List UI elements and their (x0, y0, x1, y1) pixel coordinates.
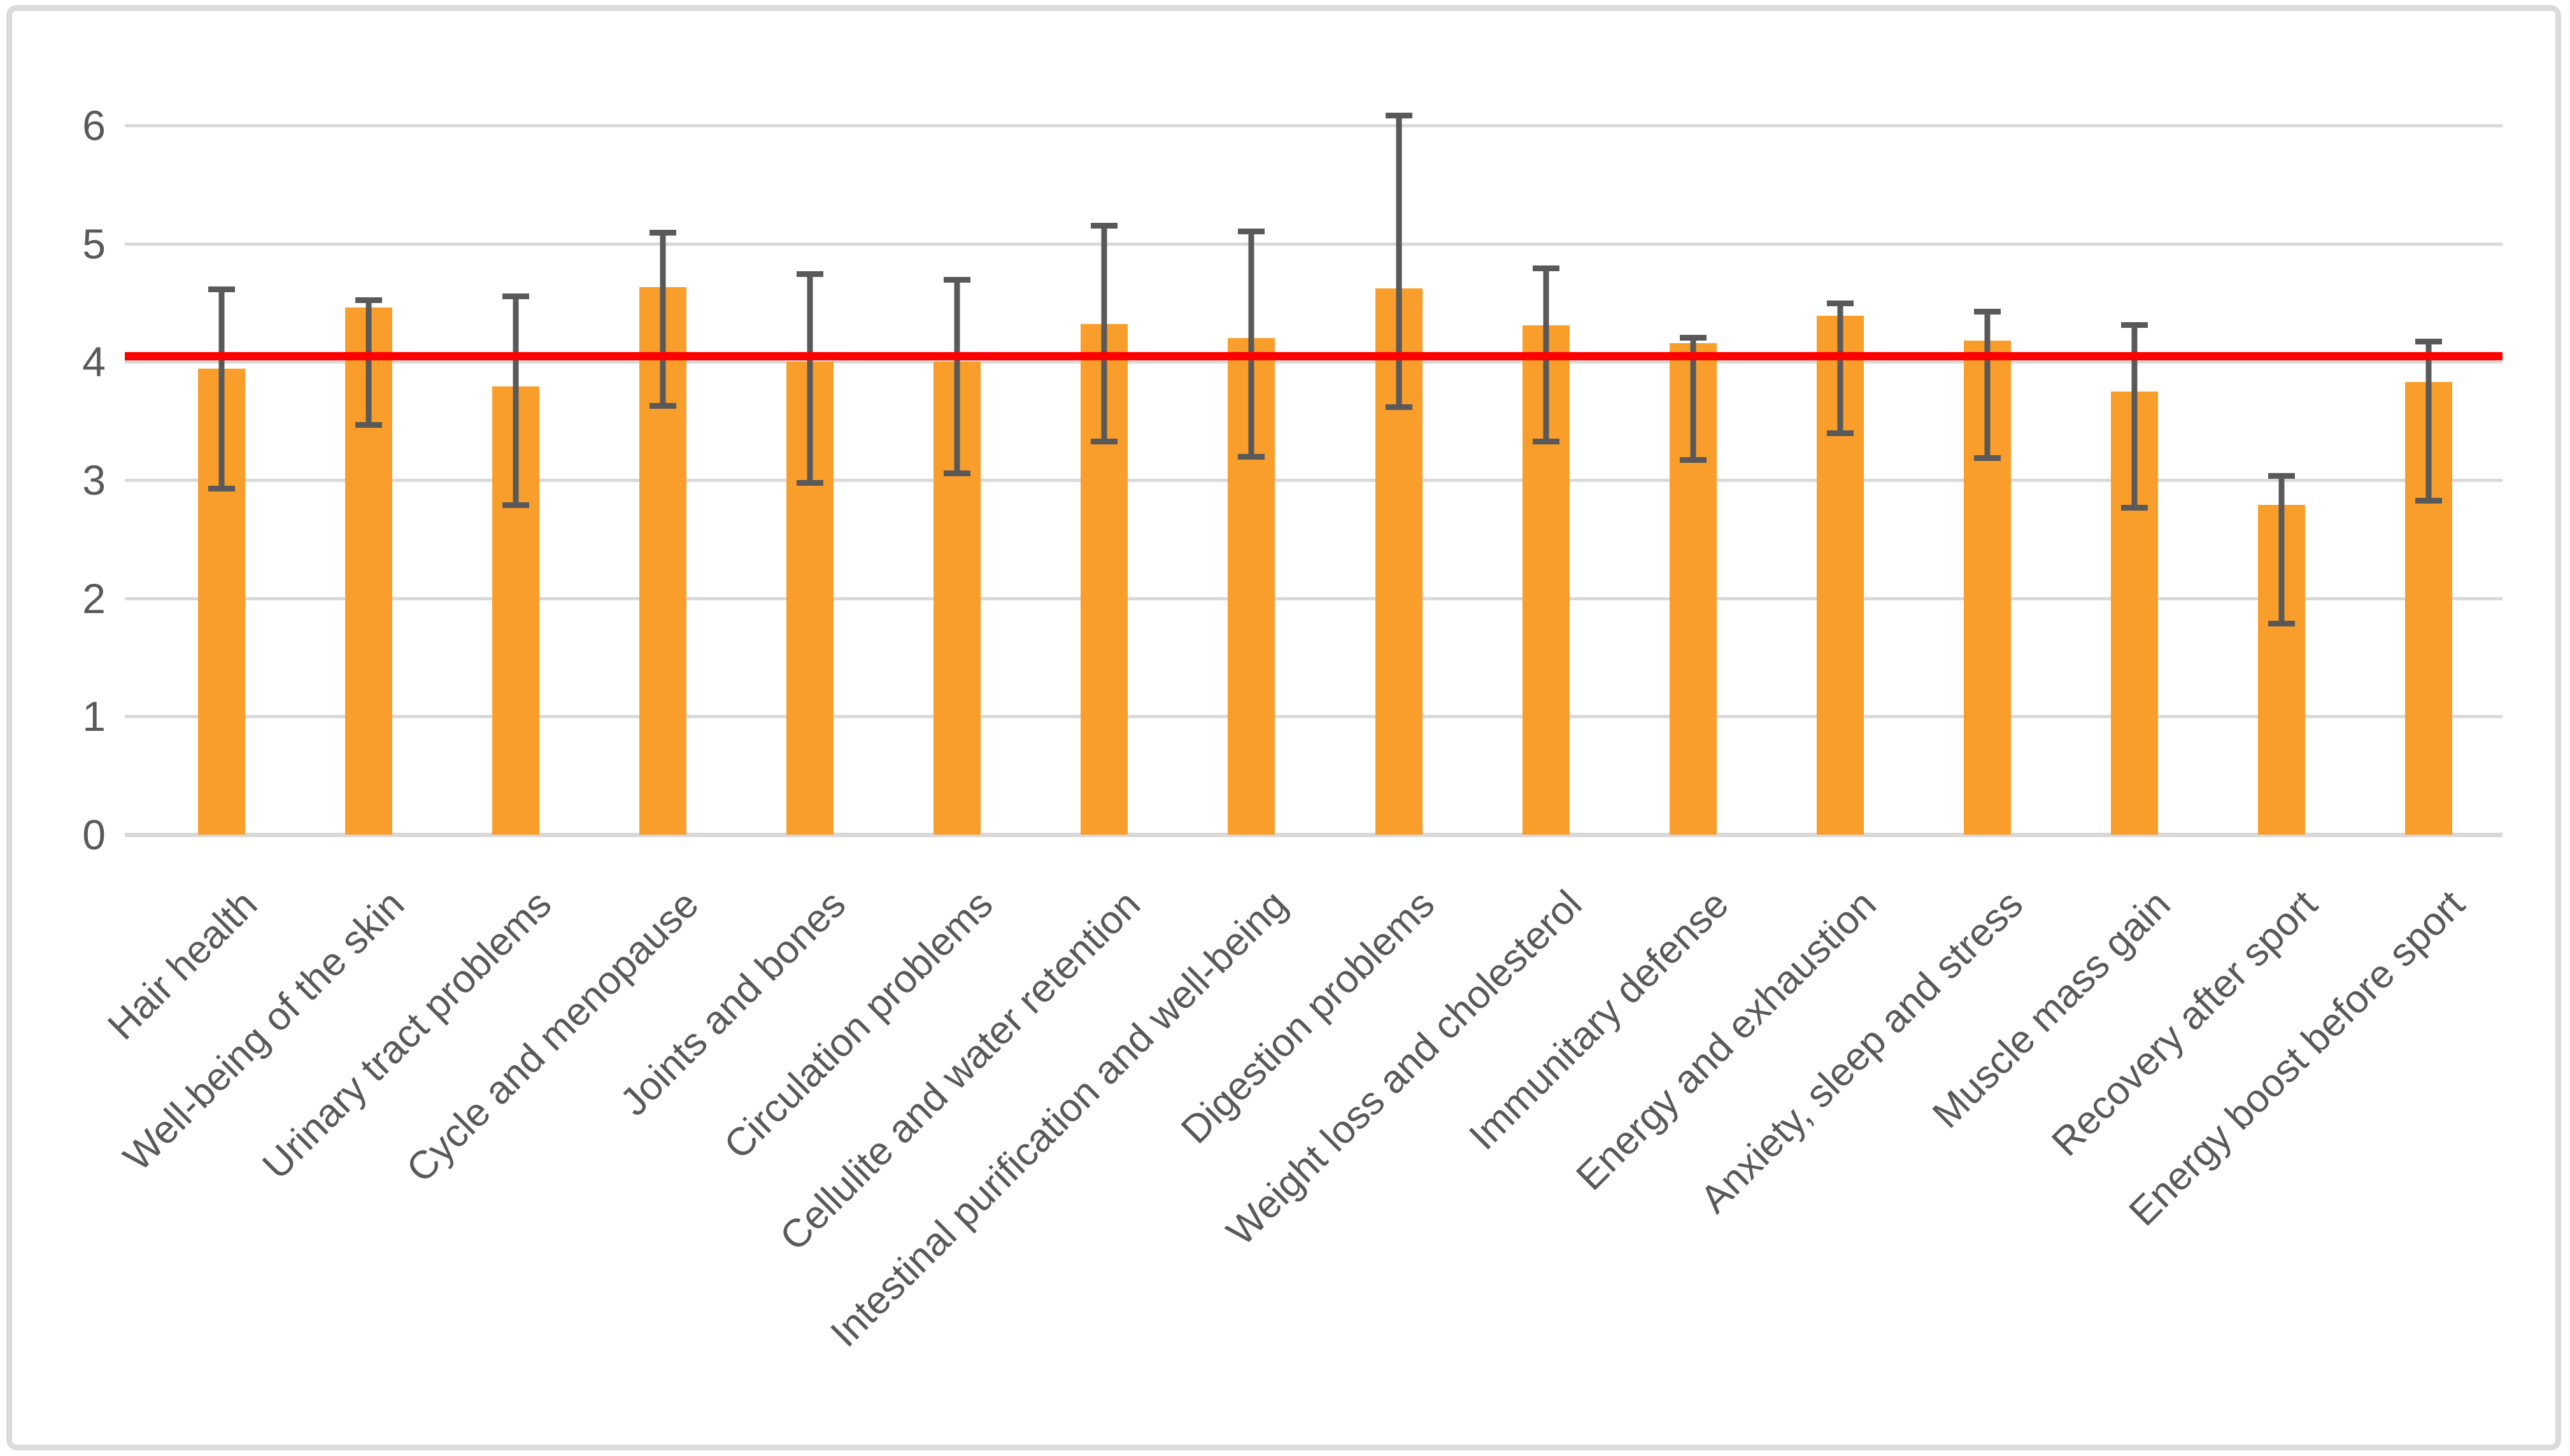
error-bar-cap-bottom (2415, 497, 2443, 504)
bar-column (737, 125, 884, 835)
y-tick-label-5: 5 (82, 220, 106, 267)
error-bar-cap-bottom (208, 486, 235, 491)
bar-column (884, 125, 1031, 835)
y-tick-label-4: 4 (82, 338, 106, 386)
y-tick-label-2: 2 (82, 574, 106, 622)
bar-column (295, 125, 442, 835)
error-bar-cap-top (1385, 113, 1412, 119)
error-bar-line (2131, 325, 2138, 507)
gridline-y4 (125, 360, 2503, 364)
bar-column (442, 125, 589, 835)
error-bar-cap-bottom (797, 479, 824, 486)
error-bar-cap-top (1974, 309, 2001, 315)
error-bar-cap-top (502, 293, 529, 300)
error-bar-line (1101, 225, 1107, 441)
error-bar-cap-top (1532, 265, 1559, 271)
gridline-y1 (125, 715, 2503, 719)
gridline-y0 (125, 833, 2503, 837)
y-tick-label-6: 6 (82, 102, 106, 149)
bar-column (1766, 125, 1913, 835)
error-bar-line (2278, 476, 2285, 623)
error-bar-line (1396, 116, 1402, 407)
error-bar-cap-top (944, 277, 971, 283)
bar-series (148, 113, 2503, 835)
bar-column (1325, 113, 1472, 835)
error-bar-line (660, 232, 666, 406)
gridline-y5 (125, 242, 2503, 246)
y-tick-label-3: 3 (82, 456, 106, 504)
error-bar-line (1837, 304, 1843, 433)
bar-column (2355, 125, 2503, 835)
error-bar-line (1984, 312, 1991, 458)
error-bar-cap-bottom (944, 470, 971, 476)
error-bar-line (1690, 338, 1696, 460)
error-bar-line (513, 297, 519, 505)
reference-line (125, 352, 2503, 361)
error-bar-cap-bottom (1091, 438, 1118, 444)
error-bar-cap-bottom (1974, 455, 2001, 461)
bar-column (1914, 125, 2061, 835)
error-bar-cap-bottom (649, 403, 676, 409)
error-bar-cap-bottom (2268, 620, 2296, 626)
bar-column (2061, 125, 2208, 835)
bar-column (1031, 125, 1178, 835)
bar-column (1472, 125, 1619, 835)
y-tick-label-1: 1 (82, 693, 106, 740)
error-bar-cap-top (1238, 229, 1265, 235)
error-bar-cap-top (649, 229, 676, 236)
error-bar-line (954, 280, 960, 473)
gridline-y2 (125, 597, 2503, 600)
error-bar-cap-bottom (1679, 457, 1707, 463)
gridline-y6 (125, 124, 2503, 127)
gridline-y3 (125, 479, 2503, 482)
bar-column (589, 125, 736, 835)
error-bar-cap-bottom (2121, 504, 2148, 511)
bar-column (1178, 125, 1325, 835)
error-bar-cap-top (355, 297, 382, 303)
error-bar-cap-top (2121, 322, 2148, 328)
error-bar-cap-bottom (1826, 430, 1854, 436)
bar-column (148, 125, 295, 835)
error-bar-line (1248, 232, 1254, 456)
error-bar-line (807, 274, 813, 483)
error-bar-cap-bottom (1385, 404, 1412, 410)
bar-column (1619, 125, 1766, 835)
error-bar-cap-bottom (355, 421, 382, 428)
y-tick-label-0: 0 (82, 811, 106, 858)
error-bar-line (2425, 341, 2432, 500)
error-bar-cap-top (1091, 222, 1118, 229)
error-bar-cap-top (2268, 473, 2296, 479)
error-bar-cap-top (1679, 335, 1707, 341)
error-bar-line (218, 290, 225, 488)
error-bar-cap-top (2415, 338, 2443, 344)
error-bar-cap-top (208, 286, 235, 293)
error-bar-cap-top (1826, 300, 1854, 307)
error-bar-cap-top (797, 271, 824, 277)
error-bar-cap-bottom (1532, 438, 1559, 444)
error-bar-cap-bottom (502, 502, 529, 508)
error-bar-cap-bottom (1238, 453, 1265, 460)
error-bar-line (366, 300, 372, 425)
bar-column (2208, 125, 2355, 835)
